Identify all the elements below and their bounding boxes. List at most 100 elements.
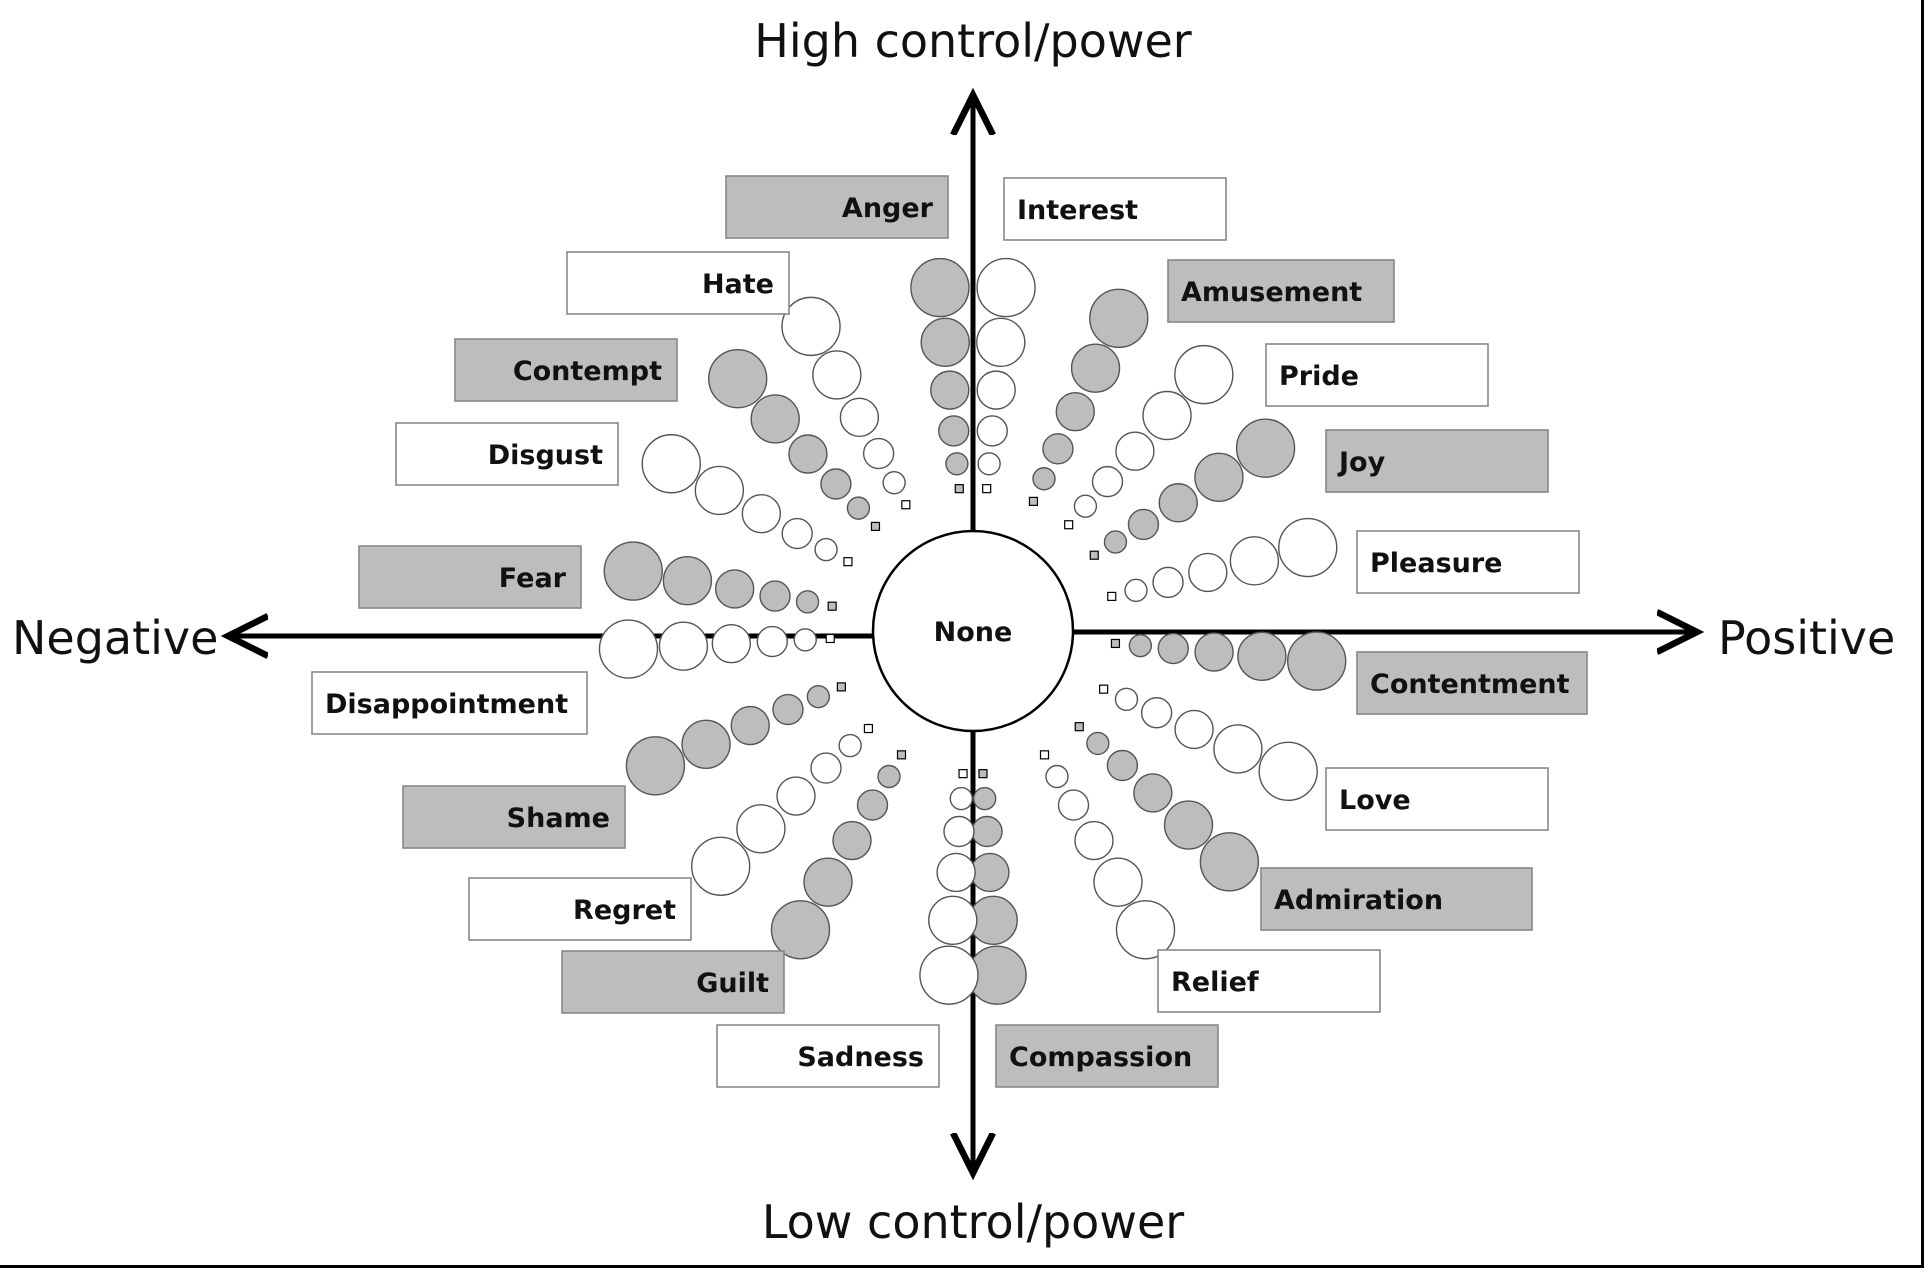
joy-intensity-circle-5 [1235,418,1296,478]
label-sadness: Sadness [797,1042,924,1073]
label-box-contempt: Contempt [454,338,678,402]
contempt-intensity-circle-4 [750,394,800,444]
label-box-regret: Regret [468,877,692,941]
label-box-background-contentment [1356,651,1588,715]
label-shame: Shame [507,803,610,834]
label-box-shame: Shame [402,785,626,849]
label-pleasure: Pleasure [1370,548,1503,579]
pride-intensity-circle-5 [1174,344,1234,405]
admiration-intensity-circle-3 [1133,773,1173,813]
hate-intensity-circle-4 [812,350,862,400]
amusement-intensity-circle-2 [1042,433,1074,465]
relief-intensity-circle-5 [1115,900,1176,960]
contentment-intensity-circle-4 [1237,631,1287,681]
anger-intensity-circle-2 [938,415,970,447]
label-amusement: Amusement [1181,277,1362,308]
shame-intensity-marker-0 [836,682,846,692]
label-box-anger: Anger [725,175,949,239]
shame-intensity-circle-3 [730,705,770,746]
disgust-intensity-circle-2 [781,517,813,550]
label-box-fear: Fear [358,545,582,609]
love-intensity-circle-3 [1174,709,1214,750]
label-box-background-regret [468,877,692,941]
interest-intensity-circle-2 [976,415,1008,447]
label-box-background-pleasure [1356,530,1580,594]
label-box-joy: Joy [1325,429,1549,493]
interest-intensity-circle-1 [977,452,1001,476]
label-relief: Relief [1171,967,1259,998]
disappointment-intensity-marker-0 [825,633,835,644]
love-intensity-circle-5 [1258,741,1318,802]
label-interest: Interest [1017,195,1138,226]
axis-label-high-control: High control/power [754,14,1192,68]
sadness-intensity-circle-3 [936,852,976,893]
label-box-background-compassion [995,1024,1219,1088]
label-box-contentment: Contentment [1356,651,1588,715]
label-box-background-disgust [395,422,619,486]
shame-intensity-circle-1 [806,684,831,709]
label-box-background-admiration [1260,867,1533,931]
disappointment-intensity-circle-1 [793,628,817,652]
label-admiration: Admiration [1274,885,1443,916]
label-box-background-interest [1003,177,1227,241]
admiration-intensity-circle-5 [1199,832,1260,892]
disappointment-intensity-circle-5 [598,619,659,679]
label-fear: Fear [499,563,567,594]
admiration-intensity-circle-1 [1086,731,1110,756]
compassion-intensity-circle-1 [973,786,997,811]
contempt-intensity-circle-1 [846,496,871,520]
pride-intensity-marker-0 [1064,520,1074,530]
axis-label-low-control: Low control/power [762,1195,1184,1249]
love-intensity-circle-4 [1213,724,1263,774]
anger-intensity-circle-5 [910,257,970,318]
label-box-background-contempt [454,338,678,402]
contentment-intensity-circle-1 [1128,633,1153,658]
amusement-intensity-marker-0 [1028,496,1039,506]
amusement-intensity-circle-5 [1089,288,1149,349]
pleasure-intensity-circle-5 [1278,517,1338,578]
pleasure-intensity-marker-0 [1107,591,1117,602]
shame-intensity-circle-2 [772,693,804,726]
fear-intensity-circle-3 [714,569,755,609]
joy-intensity-circle-2 [1127,508,1160,541]
contentment-intensity-marker-0 [1110,638,1121,649]
joy-intensity-circle-3 [1158,483,1198,523]
emotion-labels: Anger Interest Amusement Pride Joy Pleasure Co… [311,175,1588,1088]
sadness-intensity-marker-0 [958,769,968,779]
label-box-disgust: Disgust [395,422,619,486]
label-anger: Anger [842,193,934,224]
label-box-background-joy [1325,429,1549,493]
sadness-intensity-circle-4 [928,895,978,945]
label-box-relief: Relief [1157,949,1381,1013]
label-box-hate: Hate [566,251,790,315]
fear-intensity-circle-1 [795,590,820,614]
guilt-intensity-circle-3 [832,820,872,861]
label-box-background-anger [725,175,949,239]
contentment-intensity-circle-2 [1157,632,1189,665]
hate-intensity-circle-2 [862,437,895,470]
hate-intensity-marker-0 [901,500,911,510]
joy-intensity-circle-1 [1103,530,1128,554]
label-regret: Regret [573,895,676,926]
admiration-intensity-circle-2 [1106,749,1139,782]
label-box-interest: Interest [1003,177,1227,241]
axis-label-positive: Positive [1718,611,1895,665]
disgust-intensity-circle-5 [641,434,701,494]
label-box-sadness: Sadness [716,1024,940,1088]
contempt-intensity-marker-0 [870,521,881,532]
label-box-pride: Pride [1265,343,1489,407]
label-box-background-love [1325,767,1549,831]
contempt-intensity-circle-2 [820,468,852,500]
relief-intensity-circle-4 [1093,857,1143,907]
contentment-intensity-circle-5 [1286,631,1347,691]
sadness-intensity-circle-1 [949,786,973,811]
disappointment-intensity-circle-3 [711,623,752,664]
sadness-intensity-circle-2 [943,815,975,848]
hate-intensity-circle-3 [839,397,880,438]
pleasure-intensity-circle-1 [1124,578,1148,603]
regret-intensity-circle-1 [838,733,862,758]
love-intensity-marker-0 [1099,684,1109,694]
anger-intensity-circle-4 [920,317,970,368]
